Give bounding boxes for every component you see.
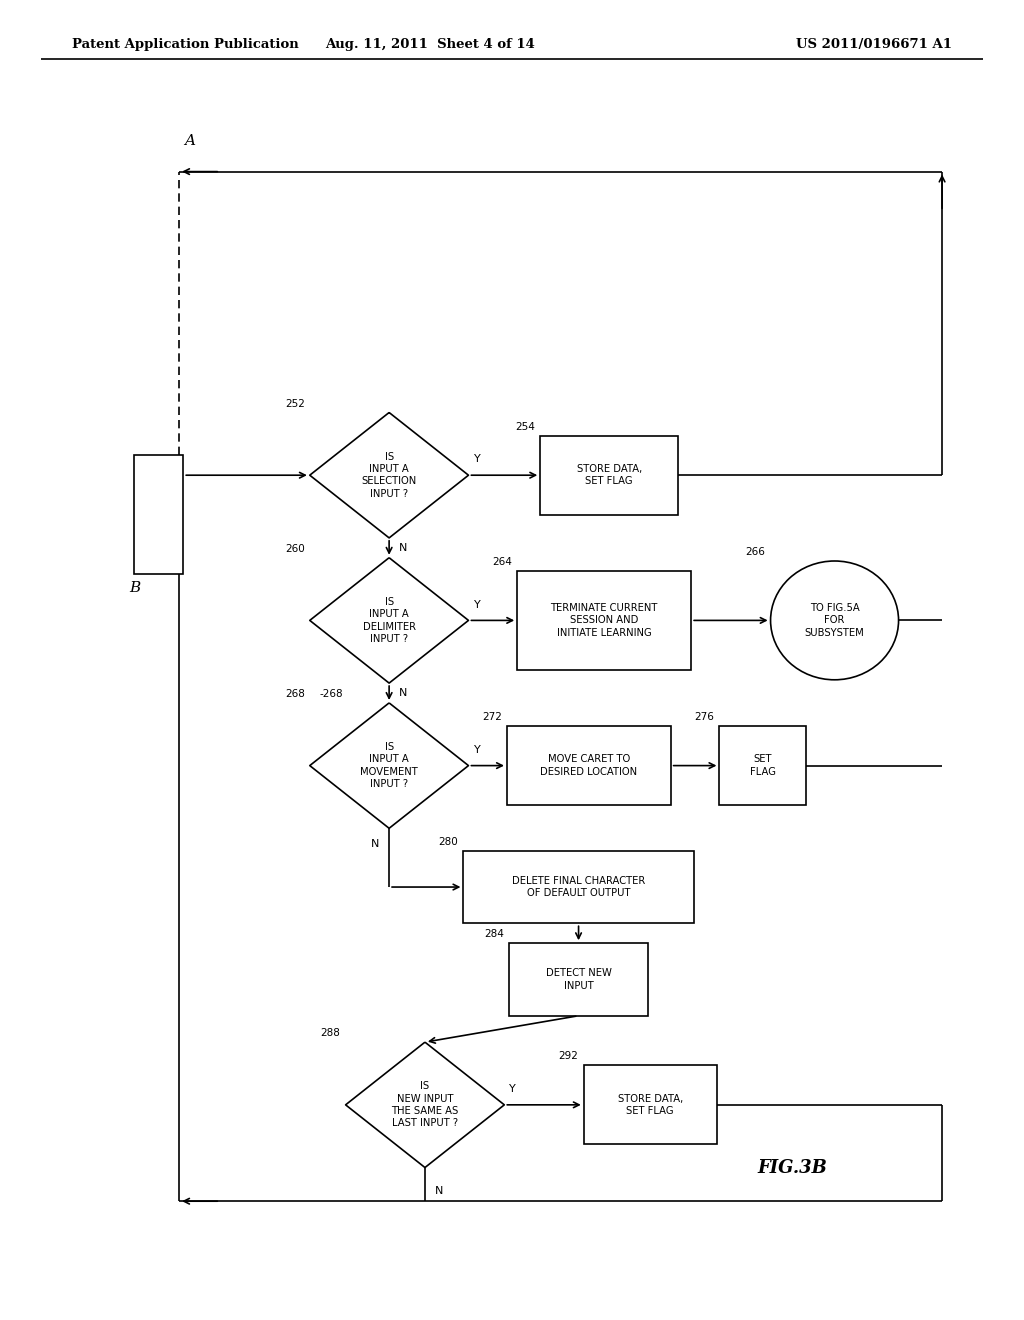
Text: TERMINATE CURRENT
SESSION AND
INITIATE LEARNING: TERMINATE CURRENT SESSION AND INITIATE L…: [551, 603, 657, 638]
Text: Y: Y: [473, 599, 480, 610]
Text: Aug. 11, 2011  Sheet 4 of 14: Aug. 11, 2011 Sheet 4 of 14: [326, 38, 535, 51]
Text: 280: 280: [438, 837, 458, 847]
Text: N: N: [435, 1187, 443, 1196]
Text: B: B: [129, 581, 140, 595]
Text: 264: 264: [493, 557, 512, 568]
Bar: [509, 942, 647, 1016]
Text: N: N: [371, 840, 379, 849]
Text: MOVE CARET TO
DESIRED LOCATION: MOVE CARET TO DESIRED LOCATION: [541, 755, 637, 776]
Text: 266: 266: [745, 546, 765, 557]
Text: IS
INPUT A
MOVEMENT
INPUT ?: IS INPUT A MOVEMENT INPUT ?: [360, 742, 418, 789]
Text: FIG.3B: FIG.3B: [758, 1159, 827, 1177]
Text: IS
INPUT A
SELECTION
INPUT ?: IS INPUT A SELECTION INPUT ?: [361, 451, 417, 499]
Text: STORE DATA,
SET FLAG: STORE DATA, SET FLAG: [577, 465, 642, 486]
Text: SET
FLAG: SET FLAG: [750, 755, 776, 776]
Text: -268: -268: [319, 689, 344, 700]
Bar: [517, 572, 691, 671]
Text: TO FIG.5A
FOR
SUBSYSTEM: TO FIG.5A FOR SUBSYSTEM: [805, 603, 864, 638]
Text: US 2011/0196671 A1: US 2011/0196671 A1: [797, 38, 952, 51]
Text: Y: Y: [473, 744, 480, 755]
Text: 272: 272: [482, 711, 502, 722]
Text: 254: 254: [515, 421, 535, 432]
Text: 268: 268: [285, 689, 305, 700]
Text: 260: 260: [285, 544, 305, 554]
Text: N: N: [399, 543, 408, 553]
Bar: [507, 726, 671, 805]
Bar: [134, 455, 183, 574]
Text: IS
NEW INPUT
THE SAME AS
LAST INPUT ?: IS NEW INPUT THE SAME AS LAST INPUT ?: [391, 1081, 459, 1129]
Text: 252: 252: [285, 399, 305, 409]
Text: 292: 292: [559, 1051, 579, 1061]
Text: Patent Application Publication: Patent Application Publication: [72, 38, 298, 51]
Text: IS
INPUT A
DELIMITER
INPUT ?: IS INPUT A DELIMITER INPUT ?: [362, 597, 416, 644]
Text: Y: Y: [510, 1084, 516, 1094]
Bar: [719, 726, 807, 805]
Text: DETECT NEW
INPUT: DETECT NEW INPUT: [546, 969, 611, 990]
Text: STORE DATA,
SET FLAG: STORE DATA, SET FLAG: [617, 1094, 683, 1115]
Text: 288: 288: [321, 1028, 340, 1038]
Bar: [584, 1065, 717, 1144]
Bar: [463, 851, 694, 924]
Text: 284: 284: [484, 929, 504, 940]
Text: DELETE FINAL CHARACTER
OF DEFAULT OUTPUT: DELETE FINAL CHARACTER OF DEFAULT OUTPUT: [512, 876, 645, 898]
Ellipse shape: [770, 561, 899, 680]
Text: Y: Y: [473, 454, 480, 465]
Text: 276: 276: [694, 711, 715, 722]
Text: N: N: [399, 688, 408, 698]
Bar: [541, 436, 678, 515]
Text: A: A: [184, 133, 196, 148]
